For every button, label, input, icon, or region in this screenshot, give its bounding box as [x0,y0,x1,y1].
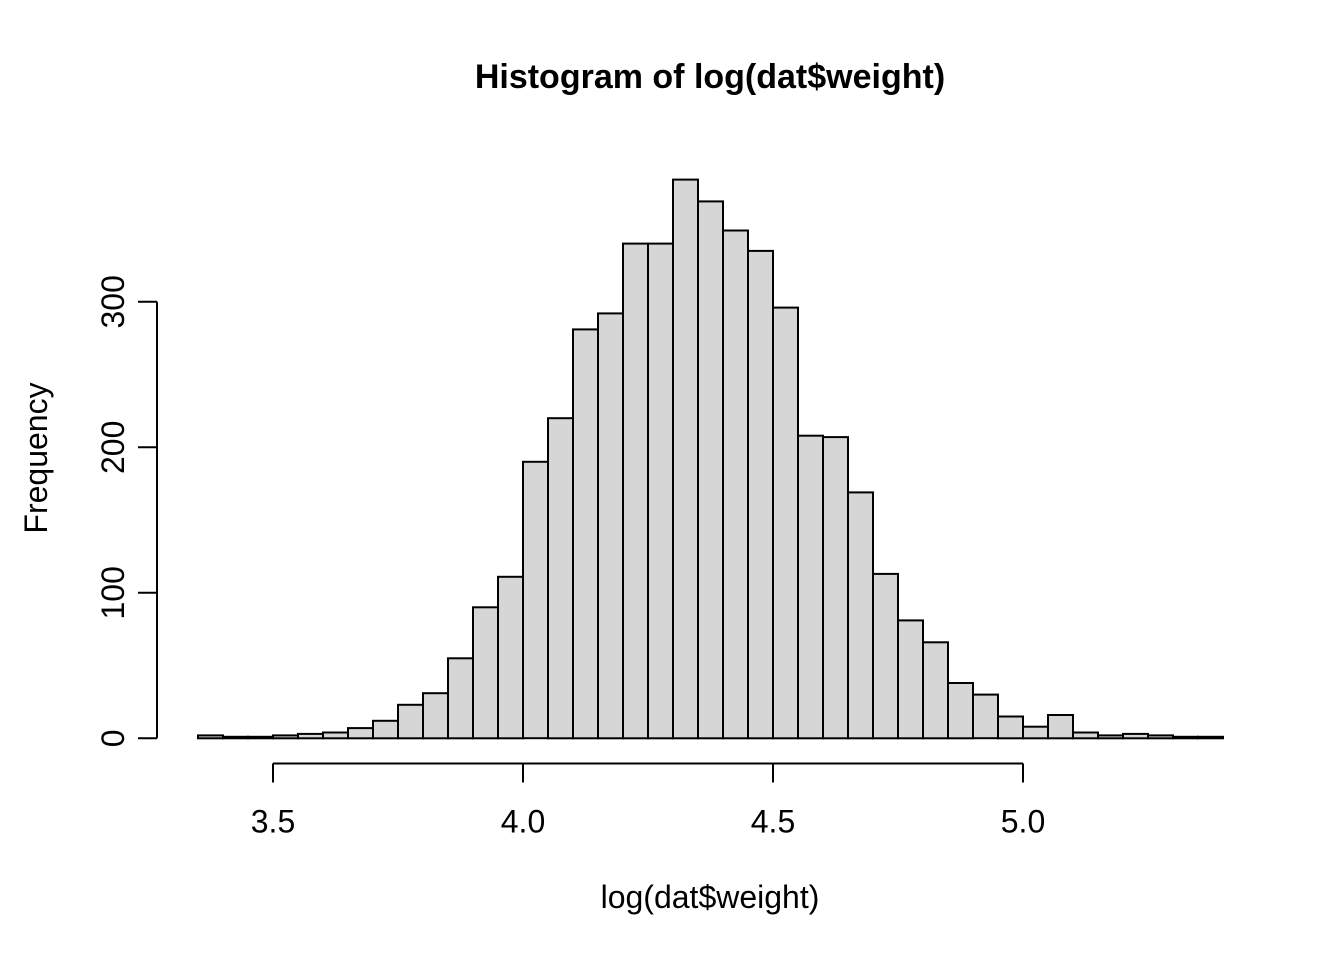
x-axis-title: log(dat$weight) [601,879,820,915]
histogram-bar [947,682,974,740]
histogram-bar [247,735,274,740]
histogram-bar [747,249,774,740]
histogram-bar [797,434,824,740]
histogram-bar [1172,735,1199,740]
chart-title: Histogram of log(dat$weight) [475,58,945,96]
histogram-bar [997,715,1024,740]
histogram-bar [322,731,349,740]
y-tick-label: 100 [95,566,131,619]
x-tick-label: 3.5 [251,804,295,840]
histogram-bar [372,719,399,740]
histogram-bar [347,727,374,740]
histogram-bar [522,460,549,740]
histogram-bar [697,200,724,740]
histogram-bar [1122,732,1149,740]
histogram-bar [1047,714,1074,740]
histogram-bar [647,242,674,740]
histogram-bar [922,641,949,740]
y-axis: 0 100 200 300 [95,275,158,747]
histogram-bar [297,732,324,740]
histogram-bar [397,703,424,740]
histogram-bar [1147,734,1174,740]
x-tick-label: 4.0 [501,804,545,840]
histogram-bar [897,619,924,740]
histogram-bar [547,417,574,740]
y-axis-title: Frequency [18,382,54,533]
y-tick-label: 0 [95,729,131,747]
histogram-bar [572,328,599,740]
histogram-bar [472,606,499,740]
histogram-bar [222,735,249,740]
histogram-bar [1197,735,1224,740]
histogram-bar [872,572,899,740]
histogram-bar [597,312,624,740]
histogram-bar [772,306,799,740]
y-tick-label: 200 [95,421,131,474]
histogram-bar [1022,725,1049,740]
histogram-bar [822,436,849,740]
histogram-bar [1072,731,1099,740]
histogram-bar [422,692,449,740]
x-tick-label: 5.0 [1001,804,1045,840]
histogram-bar [972,693,999,740]
histogram-bar [197,734,224,740]
histogram-bar [447,657,474,740]
x-axis: 3.5 4.0 4.5 5.0 [251,762,1045,840]
histogram-bar [272,734,299,740]
histogram-bar [497,575,524,740]
histogram-bars [197,178,1224,740]
y-tick-label: 300 [95,275,131,328]
histogram-bar [847,491,874,740]
x-tick-label: 4.5 [751,804,795,840]
histogram-bar [1097,734,1124,740]
histogram-bar [722,229,749,740]
histogram-bar [672,178,699,740]
histogram-bar [622,242,649,740]
